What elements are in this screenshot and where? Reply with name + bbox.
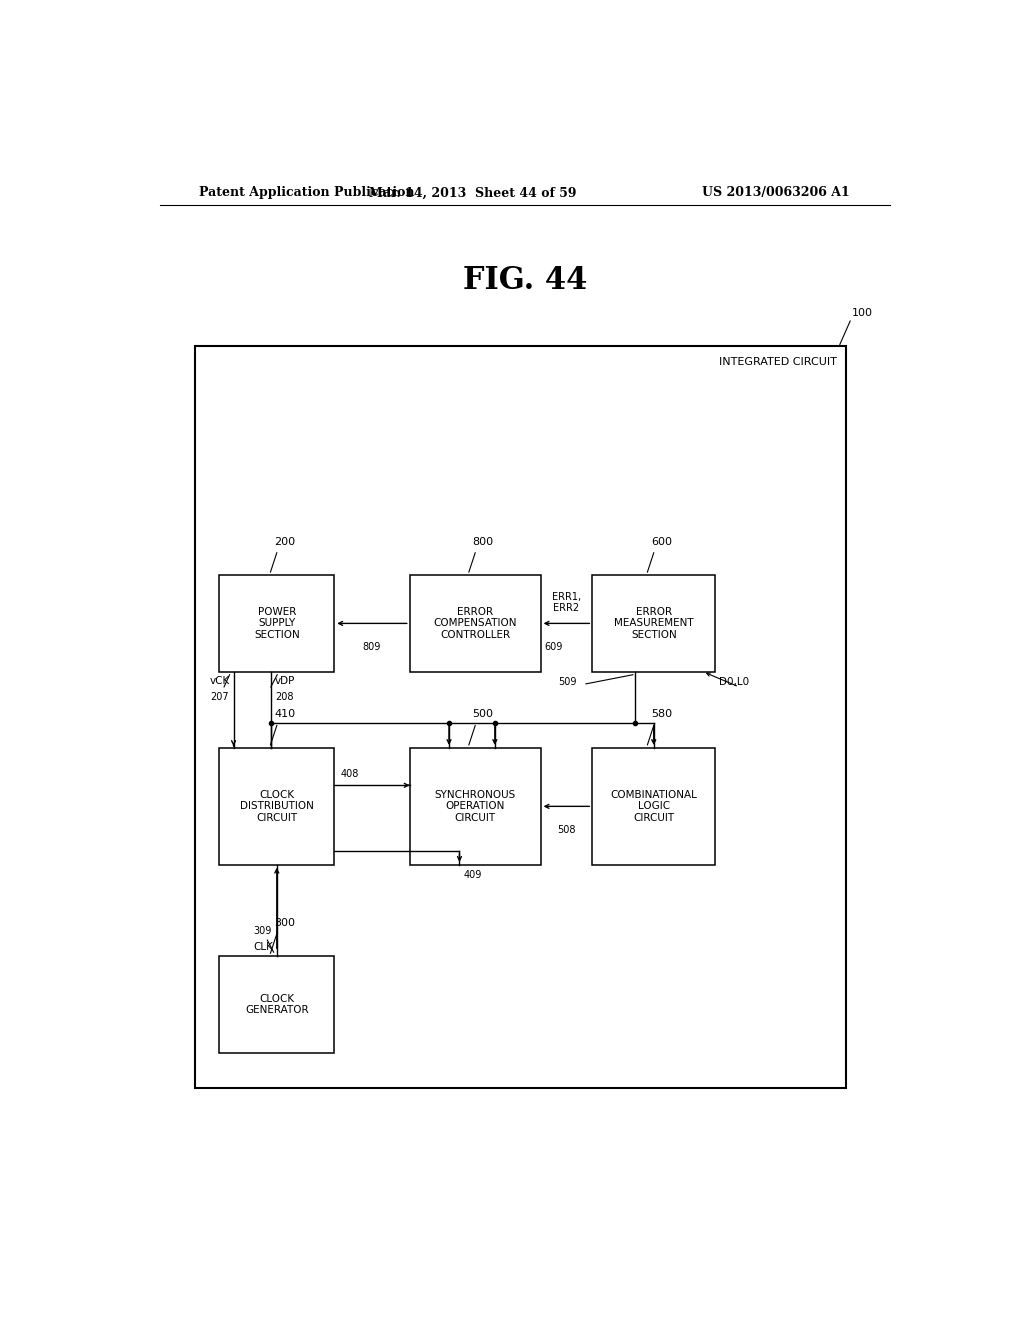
Bar bbox=[219, 956, 334, 1053]
Text: 509: 509 bbox=[558, 677, 577, 686]
Text: 408: 408 bbox=[341, 770, 359, 779]
Text: 809: 809 bbox=[362, 642, 381, 652]
Text: 409: 409 bbox=[464, 870, 482, 880]
Text: 600: 600 bbox=[651, 537, 672, 546]
Text: 410: 410 bbox=[274, 709, 295, 719]
Text: vDP: vDP bbox=[274, 676, 295, 686]
Text: CLOCK
DISTRIBUTION
CIRCUIT: CLOCK DISTRIBUTION CIRCUIT bbox=[240, 789, 313, 822]
Text: POWER
SUPPLY
SECTION: POWER SUPPLY SECTION bbox=[254, 607, 300, 640]
Text: CLOCK
GENERATOR: CLOCK GENERATOR bbox=[245, 994, 308, 1015]
Text: CLK: CLK bbox=[253, 942, 272, 952]
Text: 200: 200 bbox=[274, 537, 295, 546]
Bar bbox=[219, 748, 334, 865]
Text: 580: 580 bbox=[651, 709, 673, 719]
Bar bbox=[219, 576, 334, 672]
Bar bbox=[196, 346, 846, 1089]
Text: ERROR
COMPENSATION
CONTROLLER: ERROR COMPENSATION CONTROLLER bbox=[433, 607, 517, 640]
Text: 508: 508 bbox=[557, 825, 575, 834]
Text: Mar. 14, 2013  Sheet 44 of 59: Mar. 14, 2013 Sheet 44 of 59 bbox=[370, 186, 577, 199]
Text: 207: 207 bbox=[210, 692, 228, 702]
Bar bbox=[410, 576, 541, 672]
Text: Patent Application Publication: Patent Application Publication bbox=[200, 186, 415, 199]
Text: 309: 309 bbox=[253, 925, 271, 936]
Text: 208: 208 bbox=[274, 692, 293, 702]
Text: 100: 100 bbox=[852, 308, 872, 318]
Bar bbox=[410, 748, 541, 865]
Text: ERR1,
ERR2: ERR1, ERR2 bbox=[552, 591, 581, 614]
Text: FIG. 44: FIG. 44 bbox=[463, 265, 587, 296]
Text: 300: 300 bbox=[274, 917, 295, 928]
Text: INTEGRATED CIRCUIT: INTEGRATED CIRCUIT bbox=[719, 356, 837, 367]
Bar bbox=[592, 576, 715, 672]
Text: 500: 500 bbox=[473, 709, 494, 719]
Text: SYNCHRONOUS
OPERATION
CIRCUIT: SYNCHRONOUS OPERATION CIRCUIT bbox=[434, 789, 516, 822]
Text: ERROR
MEASUREMENT
SECTION: ERROR MEASUREMENT SECTION bbox=[614, 607, 693, 640]
Bar bbox=[592, 748, 715, 865]
Text: US 2013/0063206 A1: US 2013/0063206 A1 bbox=[702, 186, 850, 199]
Text: 800: 800 bbox=[472, 537, 494, 546]
Text: D0,L0: D0,L0 bbox=[719, 677, 750, 686]
Text: 609: 609 bbox=[545, 642, 563, 652]
Text: COMBINATIONAL
LOGIC
CIRCUIT: COMBINATIONAL LOGIC CIRCUIT bbox=[610, 789, 697, 822]
Text: vCK: vCK bbox=[209, 676, 229, 686]
